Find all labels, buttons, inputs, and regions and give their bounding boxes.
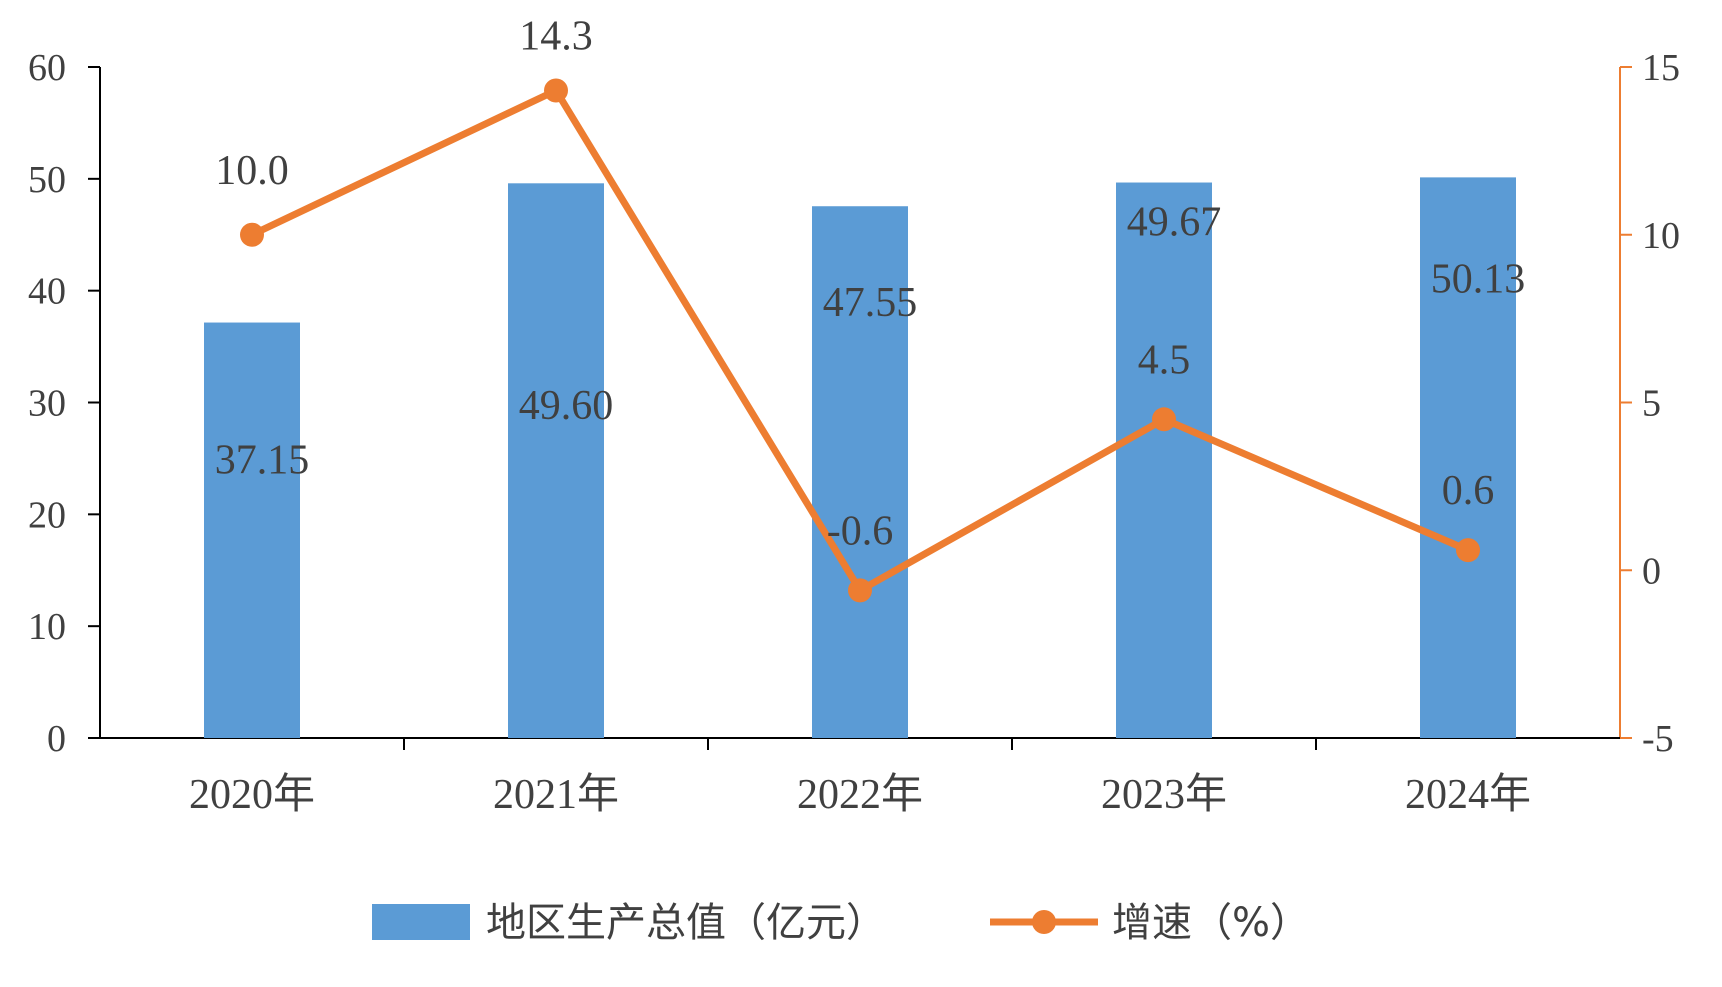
y-left-tick-label: 50 (28, 159, 66, 201)
legend-line-label: 增速（%） (1112, 900, 1310, 946)
legend-bar-swatch (372, 904, 470, 940)
legend-bar-label: 地区生产总值（亿元） (486, 900, 886, 946)
line-data-label: 0.6 (1442, 468, 1495, 514)
line-point (848, 578, 872, 603)
bar (204, 322, 300, 738)
axes: 0 10 20 30 40 50 60 -5 0 5 10 15 2020年 2021年 2022年 2023… (28, 47, 1680, 818)
bar-series (204, 177, 1516, 739)
bar-data-label: 49.60 (519, 383, 614, 429)
y-left-tick-label: 60 (28, 47, 66, 89)
y-right-tick-label: 0 (1642, 550, 1661, 592)
y-left-tick-label: 30 (28, 383, 66, 425)
y-left-tick-label: 0 (47, 718, 66, 760)
line-data-label: 10.0 (215, 148, 289, 194)
x-tick-label: 2024年 (1405, 771, 1531, 818)
y-left-tick-label: 40 (28, 271, 66, 313)
line-series (240, 78, 1480, 603)
bar-data-label: 49.67 (1127, 199, 1222, 245)
legend: 地区生产总值（亿元） 增速（%） (372, 900, 1310, 946)
y-right-tick-label: 10 (1642, 215, 1680, 257)
line-data-label: -0.6 (827, 508, 894, 554)
y-right-tick-label: 15 (1642, 47, 1680, 89)
x-tick-label: 2023年 (1101, 771, 1227, 818)
y-right-tick-label: 5 (1642, 383, 1661, 425)
bar (1116, 182, 1212, 739)
line-data-label: 14.3 (519, 13, 593, 59)
legend-line-marker (1032, 910, 1056, 934)
bar-data-label: 50.13 (1431, 256, 1526, 302)
bar-data-label: 37.15 (215, 438, 310, 484)
bar-data-label: 47.55 (823, 280, 918, 326)
line-point (1456, 538, 1480, 563)
line-point (240, 222, 264, 247)
line-data-label: 4.5 (1138, 337, 1191, 383)
line-point (544, 78, 568, 103)
y-left-tick-label: 10 (28, 606, 66, 648)
x-tick-label: 2021年 (493, 771, 619, 818)
bar (812, 206, 908, 739)
bar (508, 183, 604, 739)
x-tick-label: 2020年 (189, 771, 315, 818)
bar (1420, 177, 1516, 738)
data-labels: 37.15 49.60 47.55 49.67 50.13 10.0 14.3 -0.6 4.5… (215, 13, 1526, 554)
line-point (1152, 407, 1176, 432)
y-left-tick-label: 20 (28, 494, 66, 536)
x-tick-label: 2022年 (797, 771, 923, 818)
y-right-tick-label: -5 (1642, 718, 1674, 760)
